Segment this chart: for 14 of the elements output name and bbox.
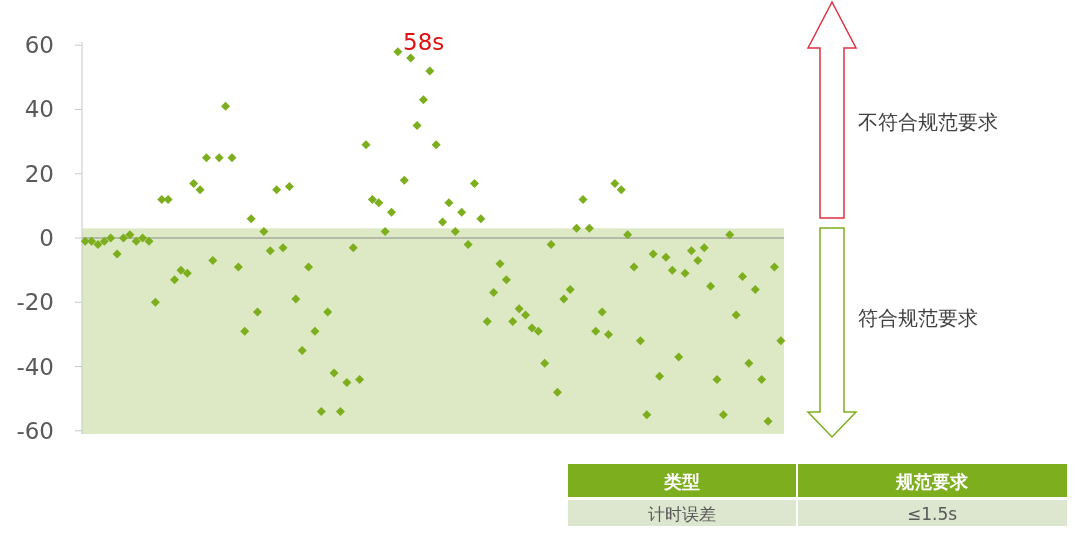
text: 类型 — [663, 471, 700, 492]
y-tick-label: -60 — [16, 417, 54, 444]
text: 符合规范要求 — [858, 306, 978, 330]
text: ≤1.5s — [906, 504, 958, 524]
y-tick-label: 20 — [24, 160, 54, 187]
text: 不符合规范要求 — [858, 110, 998, 134]
annotation: 58s — [403, 29, 445, 55]
text: 规范要求 — [895, 471, 969, 492]
y-tick-label: 0 — [39, 225, 54, 251]
y-tick-label: -40 — [16, 353, 54, 380]
y-tick-label: 60 — [24, 32, 54, 59]
text: 计时误差 — [648, 504, 716, 524]
y-tick-label: -20 — [16, 289, 54, 316]
y-tick-label: 40 — [24, 96, 54, 123]
